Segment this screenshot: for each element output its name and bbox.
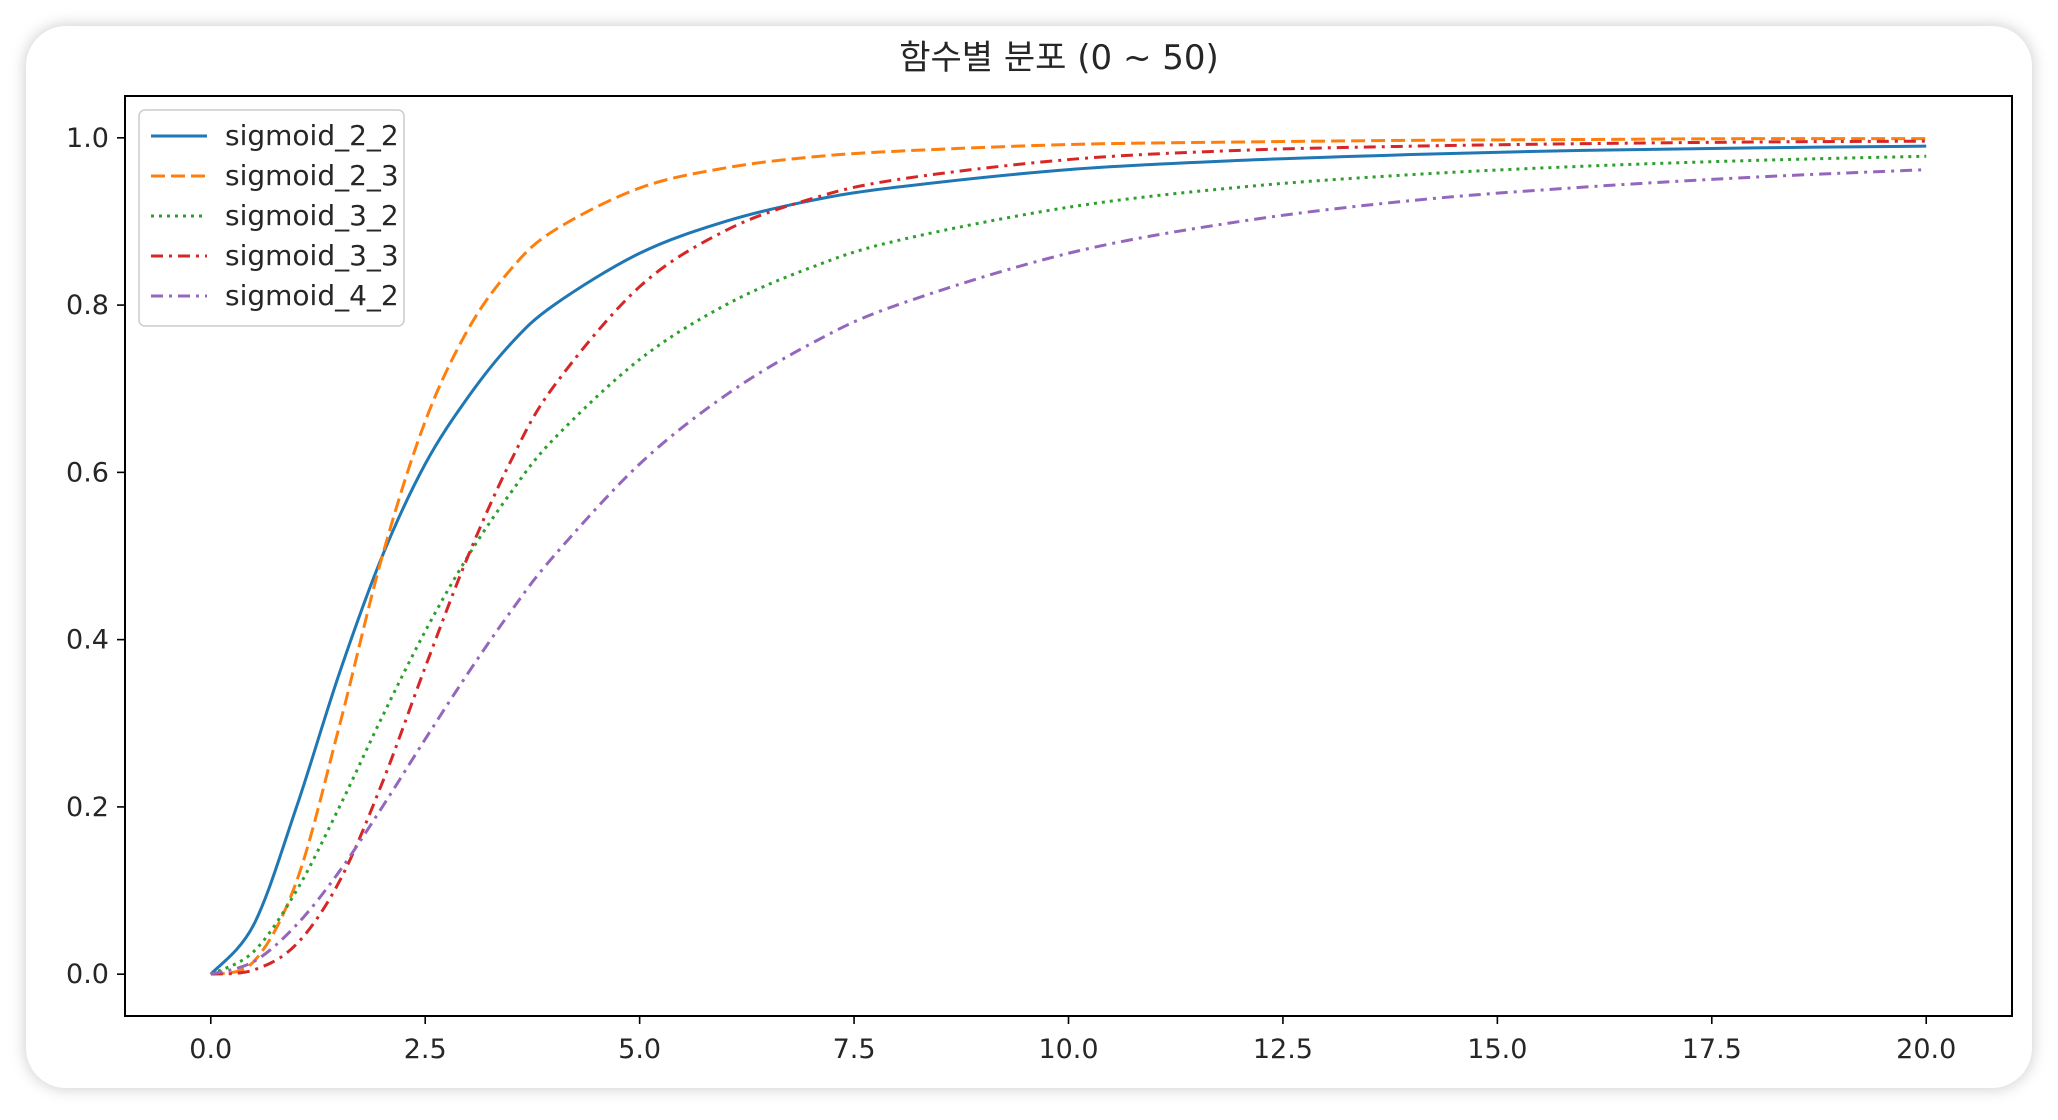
legend: sigmoid_2_2 sigmoid_2_3 sigmoid_3_2sigmoid… bbox=[138, 109, 405, 327]
series-line-sigmoid_4_2 bbox=[210, 168, 1927, 976]
axes: 0.0 2.5 5.0 7.5 10.0 12.5 15.0 17.5 20.0 0.0 0.2 0.… bbox=[66, 95, 2013, 1065]
x-tick-label: 2.5 bbox=[404, 1034, 447, 1065]
x-tick-label: 15.0 bbox=[1467, 1034, 1527, 1065]
legend-label-sigmoid_2_2: sigmoid_2_2 bbox=[225, 119, 399, 152]
series-line-sigmoid_3_2 bbox=[210, 154, 1927, 976]
x-tick-label: 0.0 bbox=[189, 1034, 232, 1065]
x-tick-label: 10.0 bbox=[1038, 1034, 1098, 1065]
chart: 함수별 분포 (0 ~ 50) 0.0 2.5 5.0 7.5 10.0 12.5 15.0… bbox=[66, 38, 2013, 1065]
legend-label-sigmoid_2_3: sigmoid_2_3 bbox=[225, 159, 399, 192]
series-line-sigmoid_2_2 bbox=[209, 144, 1927, 976]
y-tick-label: 1.0 bbox=[66, 123, 109, 154]
legend-label-sigmoid_3_3: sigmoid_3_3 bbox=[225, 239, 399, 272]
series-line-sigmoid_3_3 bbox=[210, 139, 1927, 976]
y-tick-label: 0.8 bbox=[66, 290, 109, 321]
x-tick-label: 12.5 bbox=[1253, 1034, 1313, 1065]
legend-label-sigmoid_3_2: sigmoid_3_2 bbox=[225, 199, 399, 232]
x-tick-label: 20.0 bbox=[1896, 1034, 1956, 1065]
x-tick-label: 7.5 bbox=[833, 1034, 876, 1065]
axes-frame bbox=[124, 95, 2013, 1017]
x-tick-label: 5.0 bbox=[618, 1034, 661, 1065]
chart-title: 함수별 분포 (0 ~ 50) bbox=[899, 38, 1219, 78]
x-tick-label: 17.5 bbox=[1682, 1034, 1742, 1065]
y-tick-label: 0.4 bbox=[66, 625, 109, 656]
y-tick-label: 0.2 bbox=[66, 792, 109, 823]
y-tick-label: 0.6 bbox=[66, 457, 109, 488]
chart-card: 함수별 분포 (0 ~ 50) 0.0 2.5 5.0 7.5 10.0 12.5 15.0… bbox=[26, 26, 2032, 1088]
series-line-sigmoid_2_3 bbox=[210, 137, 1927, 976]
legend-label-sigmoid_4_2: sigmoid_4_2 bbox=[225, 279, 399, 312]
legend-box bbox=[138, 109, 405, 327]
plot-area bbox=[209, 137, 1927, 976]
y-tick-label: 0.0 bbox=[66, 959, 109, 990]
